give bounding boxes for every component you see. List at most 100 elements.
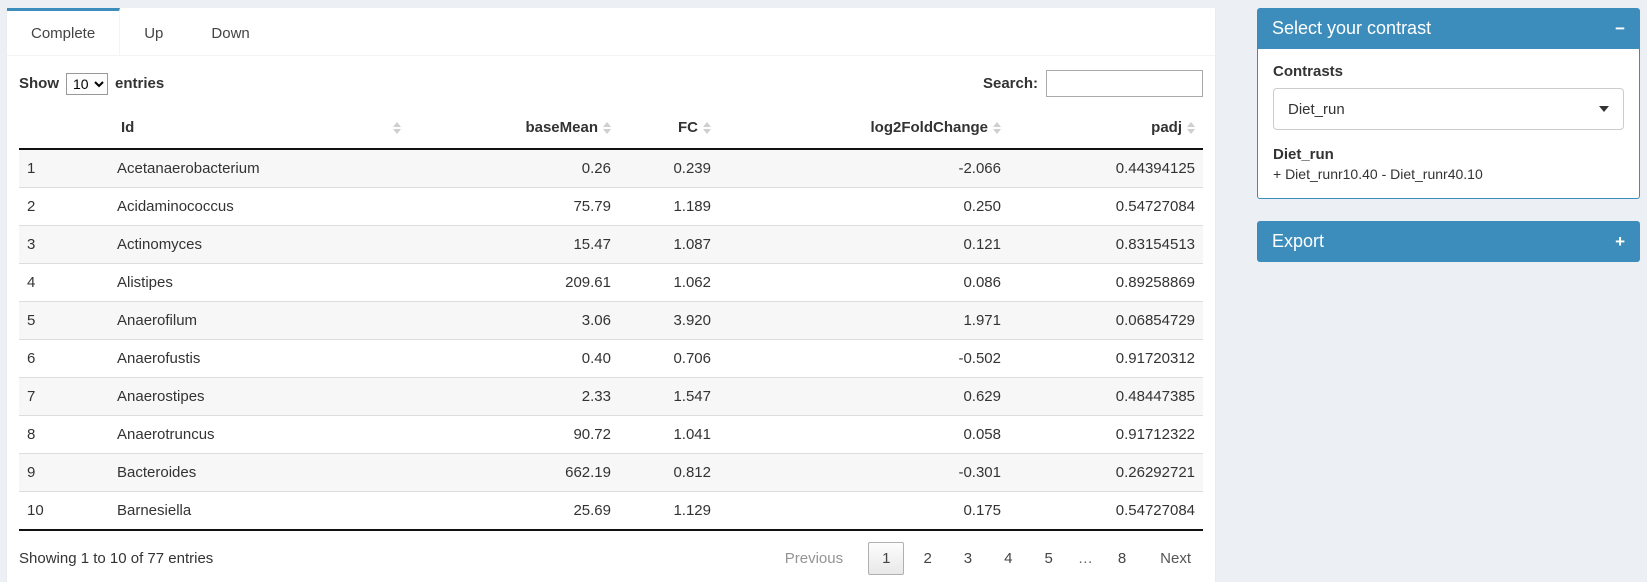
sort-icon[interactable] [603,121,611,134]
collapse-minus-icon[interactable]: − [1615,19,1625,38]
pagination: Previous 1 2 3 4 5 … 8 Next [773,542,1203,575]
page-length-select[interactable]: 10 [66,72,108,95]
cell-fc: 1.087 [619,225,719,264]
cell-row-index: 4 [19,263,109,302]
cell-log2foldchange: -2.066 [719,149,1009,188]
cell-log2foldchange: -0.301 [719,453,1009,492]
sort-icon[interactable] [393,121,401,134]
cell-log2foldchange: 0.121 [719,225,1009,264]
pagination-page[interactable]: 3 [963,550,973,567]
pagination-page[interactable]: 8 [1117,550,1127,567]
cell-padj: 0.44394125 [1009,149,1203,188]
cell-row-index: 10 [19,491,109,530]
header-padj[interactable]: padj [1009,109,1203,150]
cell-padj: 0.26292721 [1009,453,1203,492]
table-footer: Showing 1 to 10 of 77 entries Previous 1… [19,542,1203,575]
export-panel-title: Export [1272,231,1325,251]
pagination-next[interactable]: Next [1160,550,1191,567]
table-header-row: Id baseMean FC [19,109,1203,150]
table-body: 1 Acetanaerobacterium 0.26 0.239 -2.066 0.443… [19,149,1203,530]
cell-id: Anaerotruncus [109,415,409,454]
pagination-pages: 1 2 3 4 5 … 8 [865,542,1142,575]
tab-bar: Complete Up Down [7,8,1215,56]
cell-log2foldchange: 0.086 [719,263,1009,302]
table-row[interactable]: 4 Alistipes 209.61 1.062 0.086 0.89258869 [19,263,1203,302]
pagination-page[interactable]: 2 [923,550,932,567]
contrast-panel-header[interactable]: Select your contrast − [1257,8,1640,49]
header-basemean-label: baseMean [525,119,598,136]
pagination-page[interactable]: 4 [1004,550,1013,567]
table-info: Showing 1 to 10 of 77 entries [19,550,214,567]
pagination-page[interactable]: 5 [1044,550,1053,567]
cell-basemean: 0.26 [409,149,619,188]
header-log2foldchange[interactable]: log2FoldChange [719,109,1009,150]
cell-basemean: 15.47 [409,225,619,264]
cell-padj: 0.06854729 [1009,301,1203,340]
cell-basemean: 2.33 [409,377,619,416]
export-panel-header[interactable]: Export + [1257,221,1640,262]
tab-complete[interactable]: Complete [7,8,121,55]
cell-id: Acetanaerobacterium [109,149,409,188]
sort-icon[interactable] [703,121,711,134]
cell-padj: 0.48447385 [1009,377,1203,416]
cell-id: Anaerostipes [109,377,409,416]
table-row[interactable]: 3 Actinomyces 15.47 1.087 0.121 0.83154513 [19,225,1203,264]
cell-id: Alistipes [109,263,409,302]
contrasts-label: Contrasts [1273,63,1344,80]
header-padj-label: padj [1151,119,1182,136]
pagination-previous[interactable]: Previous [784,550,844,567]
table-row[interactable]: 9 Bacteroides 662.19 0.812 -0.301 0.26292721 [19,453,1203,492]
cell-log2foldchange: 1.971 [719,301,1009,340]
cell-log2foldchange: 0.175 [719,491,1009,530]
results-table: Id baseMean FC [19,109,1203,531]
table-row[interactable]: 2 Acidaminococcus 75.79 1.189 0.250 0.5472708… [19,187,1203,226]
pagination-page[interactable]: 1 [868,542,905,575]
cell-row-index: 9 [19,453,109,492]
cell-basemean: 0.40 [409,339,619,378]
header-row-index [19,109,109,150]
results-box: Complete Up Down Show 10 entries Search: [7,8,1215,582]
tab-up[interactable]: Up [144,25,164,42]
header-id[interactable]: Id [109,109,409,150]
expand-plus-icon[interactable]: + [1615,232,1625,251]
contrast-name: Diet_run [1273,146,1334,163]
header-basemean[interactable]: baseMean [409,109,619,150]
cell-fc: 1.041 [619,415,719,454]
sidebar: Select your contrast − Contrasts Diet_ru… [1257,8,1640,284]
table-row[interactable]: 6 Anaerofustis 0.40 0.706 -0.502 0.91720312 [19,339,1203,378]
contrast-panel: Select your contrast − Contrasts Diet_ru… [1257,8,1640,199]
table-row[interactable]: 5 Anaerofilum 3.06 3.920 1.971 0.06854729 [19,301,1203,340]
table-row[interactable]: 1 Acetanaerobacterium 0.26 0.239 -2.066 0.443… [19,149,1203,188]
cell-fc: 1.547 [619,377,719,416]
tab-down[interactable]: Down [211,25,250,42]
cell-fc: 3.920 [619,301,719,340]
sort-icon[interactable] [993,121,1001,134]
contrast-select[interactable]: Diet_run [1273,88,1624,130]
cell-id: Bacteroides [109,453,409,492]
contrast-panel-title: Select your contrast [1272,18,1432,38]
caret-down-icon [1599,106,1609,112]
header-log2foldchange-label: log2FoldChange [870,119,989,136]
cell-fc: 0.706 [619,339,719,378]
cell-log2foldchange: 0.629 [719,377,1009,416]
sort-icon[interactable] [1187,121,1195,134]
search-control: Search: [983,70,1203,97]
cell-row-index: 3 [19,225,109,264]
cell-fc: 1.129 [619,491,719,530]
header-id-label: Id [121,119,135,136]
cell-fc: 1.062 [619,263,719,302]
table-row[interactable]: 8 Anaerotruncus 90.72 1.041 0.058 0.91712322 [19,415,1203,454]
cell-fc: 0.812 [619,453,719,492]
cell-basemean: 90.72 [409,415,619,454]
cell-padj: 0.91720312 [1009,339,1203,378]
table-row[interactable]: 10 Barnesiella 25.69 1.129 0.175 0.54727084 [19,491,1203,530]
cell-log2foldchange: 0.250 [719,187,1009,226]
cell-row-index: 5 [19,301,109,340]
table-row[interactable]: 7 Anaerostipes 2.33 1.547 0.629 0.48447385 [19,377,1203,416]
header-fc-label: FC [678,119,698,136]
cell-basemean: 75.79 [409,187,619,226]
search-input[interactable] [1046,70,1203,97]
cell-row-index: 2 [19,187,109,226]
contrast-panel-body: Contrasts Diet_run Diet_run + Diet_runr1… [1257,49,1640,199]
header-fc[interactable]: FC [619,109,719,150]
